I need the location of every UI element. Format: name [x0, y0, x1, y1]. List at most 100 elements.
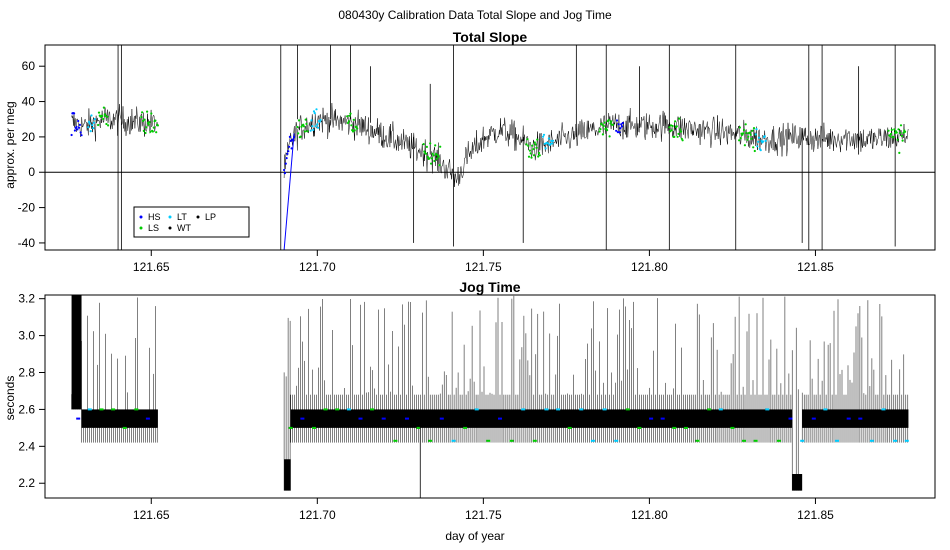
total-slope-point — [299, 135, 302, 138]
total-slope-point — [149, 130, 152, 133]
jog-time-marker — [835, 439, 839, 442]
total-slope-point — [756, 145, 759, 148]
total-slope-point — [750, 137, 753, 140]
total-slope-point — [900, 134, 903, 137]
jog-time-marker — [463, 426, 468, 429]
jog-time-marker — [358, 417, 363, 420]
total-slope-point — [533, 141, 536, 144]
total-slope-point — [348, 114, 351, 117]
total-slope-point — [897, 128, 900, 131]
total-slope-point — [283, 168, 286, 172]
total-slope-point — [431, 152, 434, 155]
total-slope-point — [284, 162, 287, 165]
total-slope-highlight — [87, 114, 96, 133]
total-slope-point — [93, 118, 96, 121]
total-slope-point — [605, 127, 608, 130]
jog-time-marker — [111, 408, 116, 411]
total-slope-point — [430, 162, 433, 165]
total-slope-point — [551, 142, 554, 145]
total-slope-point — [353, 129, 356, 132]
total-slope-point — [430, 157, 433, 160]
x-axis-label: day of year — [445, 529, 504, 543]
total-slope-point — [896, 138, 899, 141]
total-slope-point — [107, 124, 110, 127]
jog-time-marker — [730, 426, 735, 429]
jog-time-marker — [122, 426, 127, 429]
total-slope-point — [87, 120, 91, 123]
total-slope-point — [618, 131, 621, 134]
total-slope-x-tick-label: 121.80 — [631, 260, 668, 274]
jog-time-marker — [590, 439, 595, 442]
legend-label-lt: LT — [177, 212, 187, 222]
total-slope-point — [759, 149, 762, 152]
total-slope-point — [317, 126, 320, 129]
jog-time-marker — [486, 439, 491, 442]
total-slope-highlight — [97, 106, 110, 127]
total-slope-point — [532, 154, 536, 157]
total-slope-point — [87, 126, 90, 129]
legend-marker-ls — [139, 226, 143, 230]
total-slope-point — [92, 121, 96, 124]
total-slope-point — [302, 125, 306, 128]
total-slope-point — [146, 110, 149, 113]
jog-time-marker — [439, 417, 444, 420]
total-slope-point — [313, 112, 316, 115]
jog-time-marker — [672, 426, 677, 429]
total-slope-highlight — [754, 128, 767, 152]
total-slope-point — [425, 152, 428, 155]
jog-time-ylabel: seconds — [3, 376, 17, 421]
total-slope-point — [75, 125, 78, 128]
jog-time-x-tick-label: 121.80 — [631, 508, 668, 522]
total-slope-point — [615, 129, 618, 132]
total-slope-highlight — [309, 108, 322, 132]
total-slope-point — [312, 128, 315, 131]
jog-time-axes: 121.65 121.70 121.75 121.80 121.85 2.2 2.4 2.6 2… — [18, 292, 936, 522]
total-slope-point — [293, 135, 296, 139]
total-slope-point — [92, 127, 95, 130]
jog-time-marker — [823, 408, 828, 411]
total-slope-point — [140, 115, 143, 119]
jog-time-title: Jog Time — [459, 279, 520, 295]
total-slope-point — [303, 130, 306, 133]
total-slope-x-tick-label: 121.85 — [797, 260, 834, 274]
jog-time-marker — [521, 408, 526, 411]
total-slope-point — [752, 127, 756, 130]
total-slope-panel: Total Slope approx. per meg 121.65 121.70… — [3, 29, 936, 274]
jog-time-marker — [614, 439, 619, 442]
jog-time-marker — [416, 426, 421, 429]
total-slope-point — [599, 128, 602, 131]
total-slope-point — [670, 129, 673, 132]
total-slope-point — [347, 120, 350, 123]
total-slope-point — [621, 121, 624, 125]
total-slope-point — [286, 152, 289, 155]
total-slope-point — [309, 129, 312, 132]
total-slope-point — [889, 135, 892, 138]
total-slope-point — [543, 142, 546, 145]
total-slope-point — [292, 139, 295, 142]
jog-time-panel: Jog Time seconds 121.65 121.70 121.75 121.8… — [3, 279, 936, 522]
total-slope-point — [154, 119, 157, 122]
total-slope-point — [537, 151, 541, 155]
jog-time-marker — [869, 439, 874, 442]
total-slope-point — [544, 147, 547, 150]
total-slope-point — [542, 133, 546, 136]
total-slope-point — [531, 144, 534, 147]
total-slope-point — [102, 117, 105, 121]
total-slope-point — [346, 121, 350, 125]
total-slope-point — [606, 129, 609, 132]
total-slope-point — [73, 129, 76, 132]
jog-time-segment — [791, 327, 803, 491]
jog-time-marker — [858, 417, 863, 420]
total-slope-point — [547, 142, 550, 145]
total-slope-point — [611, 123, 615, 126]
total-slope-point — [671, 124, 674, 128]
jog-time-spikes — [283, 317, 291, 491]
total-slope-hs-ramp — [283, 133, 295, 251]
total-slope-point — [679, 130, 683, 133]
total-slope-point — [355, 125, 358, 128]
total-slope-point — [890, 128, 893, 131]
jog-time-segment — [81, 297, 158, 443]
jog-time-marker — [904, 439, 909, 442]
total-slope-highlight — [668, 117, 684, 142]
